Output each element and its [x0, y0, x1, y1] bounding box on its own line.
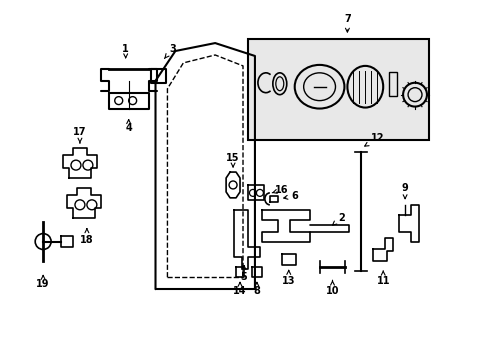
Bar	[247, 39, 428, 140]
Text: 16: 16	[272, 185, 288, 195]
Text: 9: 9	[401, 183, 407, 199]
Text: 13: 13	[282, 270, 295, 286]
Text: 12: 12	[364, 133, 383, 146]
Text: 10: 10	[325, 280, 339, 296]
Text: 4: 4	[125, 120, 132, 134]
Text: 14: 14	[233, 283, 246, 296]
Text: 5: 5	[240, 266, 247, 282]
Text: 11: 11	[376, 271, 389, 286]
Text: 15: 15	[226, 153, 239, 167]
Text: 2: 2	[332, 213, 344, 225]
Text: 3: 3	[164, 44, 175, 59]
Text: 17: 17	[73, 127, 86, 143]
Text: 7: 7	[344, 14, 350, 32]
Text: 1: 1	[122, 44, 129, 58]
Text: 8: 8	[253, 283, 260, 296]
Text: 6: 6	[283, 191, 298, 201]
Text: 18: 18	[80, 229, 94, 244]
Text: 19: 19	[36, 275, 50, 289]
Bar	[388, 72, 396, 96]
